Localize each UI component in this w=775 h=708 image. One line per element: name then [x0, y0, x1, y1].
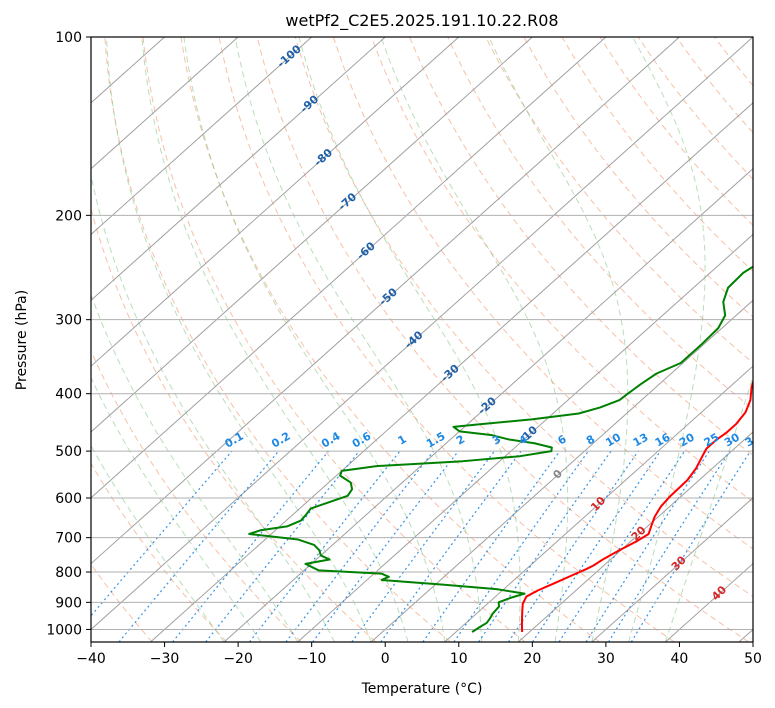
moist-adiabat — [234, 37, 483, 642]
isotherm-line — [517, 431, 753, 642]
dry-adiabat — [561, 37, 753, 272]
dewpoint-profile — [248, 265, 753, 633]
moist-adiabat — [105, 37, 372, 642]
moist-adiabat — [91, 173, 335, 642]
y-tick-label: 600 — [55, 491, 82, 507]
y-axis-ticks: 100 200 300 400 500 600 700 800 900 1000 — [46, 30, 91, 638]
y-tick-label: 200 — [55, 208, 82, 224]
isotherm-line — [223, 167, 753, 642]
dry-adiabat — [447, 37, 753, 410]
y-tick-label: 700 — [55, 531, 82, 547]
isotherm-line — [150, 102, 753, 642]
mixing-ratio-line — [91, 450, 233, 617]
x-axis-ticks: −40 −30 −20 −10 0 10 20 30 40 50 — [76, 642, 762, 667]
mixing-ratio-line — [478, 450, 612, 642]
x-tick-label: −20 — [223, 651, 253, 667]
x-tick-label: −40 — [76, 651, 106, 667]
dry-adiabat — [142, 37, 526, 642]
isotherm-line — [297, 233, 753, 642]
isotherm-line — [91, 37, 386, 301]
isotherm-line — [91, 37, 607, 499]
isotherm-line — [591, 497, 753, 642]
dry-adiabat — [637, 37, 753, 180]
x-tick-label: −10 — [297, 651, 327, 667]
isotherm-line — [91, 37, 239, 170]
moist-adiabat — [91, 376, 262, 642]
dry-adiabat — [180, 37, 600, 642]
y-tick-label: 1000 — [46, 622, 82, 638]
y-tick-label: 900 — [55, 595, 82, 611]
dry-adiabat — [256, 37, 750, 642]
dry-adiabat — [371, 37, 753, 503]
x-tick-label: −30 — [150, 651, 180, 667]
moist-adiabat — [298, 37, 521, 642]
temperature-profile — [520, 378, 753, 633]
moist-adiabat — [91, 444, 225, 642]
dry-adiabat — [218, 37, 675, 642]
isotherm-line — [91, 37, 460, 367]
mixing-ratio-line — [558, 450, 686, 642]
dry-adiabat — [485, 37, 753, 364]
x-tick-label: 0 — [381, 651, 390, 667]
mixing-ratio-line — [285, 450, 435, 642]
isotherm-line — [370, 299, 753, 642]
chart-title: wetPf2_C2E5.2025.191.10.22.R08 — [285, 11, 558, 31]
plot-frame — [90, 36, 754, 643]
pressure-grid — [91, 37, 753, 630]
mixing-ratio-line — [422, 450, 561, 642]
y-tick-label: 500 — [55, 444, 82, 460]
y-tick-label: 100 — [55, 30, 82, 46]
x-axis-label: Temperature (°C) — [361, 681, 483, 697]
moist-adiabat — [664, 374, 753, 642]
isotherm-line — [91, 37, 533, 433]
dry-adiabat — [91, 206, 377, 642]
y-tick-label: 400 — [55, 387, 82, 403]
x-tick-label: 50 — [744, 651, 762, 667]
dry-adiabat — [294, 37, 753, 598]
moist-adiabat — [488, 37, 629, 642]
background-lines — [91, 37, 753, 642]
dry-adiabat — [91, 462, 228, 642]
mixing-ratio-line — [172, 450, 330, 642]
isotherm-line — [91, 37, 753, 631]
mixing-ratio-line — [453, 450, 589, 642]
y-axis-label: Pressure (hPa) — [14, 290, 30, 390]
dry-adiabat — [409, 37, 753, 456]
y-tick-label: 300 — [55, 313, 82, 329]
moist-adiabat — [183, 37, 446, 642]
x-tick-label: 40 — [671, 651, 689, 667]
mixing-ratio-label: 36 — [743, 430, 763, 449]
dry-adiabat — [332, 37, 753, 550]
y-tick-label: 800 — [55, 565, 82, 581]
isotherm-line — [91, 37, 680, 565]
x-tick-label: 20 — [523, 651, 541, 667]
mixing-ratio-line — [249, 450, 401, 642]
dry-adiabat — [104, 37, 451, 642]
moist-adiabat — [380, 37, 569, 642]
mixing-ratio-line — [532, 450, 661, 642]
mixing-ratio-line — [118, 450, 280, 642]
sounding-profiles — [248, 265, 753, 633]
mixing-ratio-line — [630, 450, 751, 642]
x-tick-label: 10 — [450, 651, 468, 667]
moist-adiabat — [141, 37, 409, 642]
isotherm-line — [444, 365, 753, 642]
x-tick-label: 30 — [597, 651, 615, 667]
moist-adiabat — [628, 37, 706, 642]
mixing-ratio-line — [205, 450, 360, 642]
isotherm-line — [91, 37, 313, 236]
